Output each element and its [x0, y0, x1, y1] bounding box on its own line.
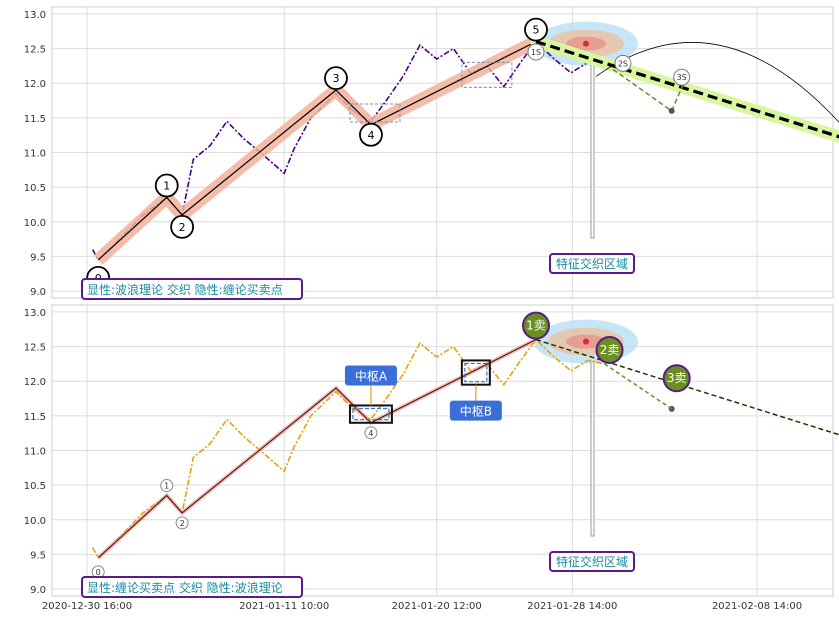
caption-box [81, 576, 303, 598]
sell-point-marker [595, 336, 624, 365]
panel-caption: 显性:缠论买卖点 交织 隐性:波浪理论 [87, 580, 283, 595]
y-tick-label: 11.0 [24, 149, 46, 160]
zone-label: 特征交织区域 [556, 554, 628, 569]
top-panel: 9.09.510.010.511.011.512.012.513.0012345… [24, 6, 839, 300]
bottom-panel: 9.0 9.5 10.0 10.5 11.0 11.5 12.0 12.5 13.0 0 1 2 4 中枢… [24, 304, 839, 598]
forecast-label: 3S [677, 73, 687, 82]
y-tick-label: 9.0 [30, 287, 46, 298]
x-axis: 2020-12-30 16:00 2021-01-11 10:00 2021-01-… [42, 601, 802, 612]
zone-label: 特征交织区域 [556, 256, 628, 271]
y-tick-label: 12.5 [24, 343, 46, 354]
x-tick-label: 2021-01-20 12:00 [392, 601, 482, 612]
forecast-label-circle [673, 68, 691, 86]
sell-point-marker [521, 311, 550, 340]
y-tick-label: 13.0 [24, 308, 46, 319]
forecast-label: 1S [531, 48, 541, 57]
x-tick-label: 2020-12-30 16:00 [42, 601, 132, 612]
forecast-path [612, 68, 685, 113]
zone-label-box [548, 253, 635, 274]
y-tick-label: 10.0 [24, 516, 46, 527]
y-tick-label: 12.0 [24, 377, 46, 388]
forecast-label: 2S [618, 59, 628, 68]
x-tick-label: 2021-02-08 14:00 [712, 601, 802, 612]
y-tick-label: 12.5 [24, 45, 46, 56]
forecast-label-circle [527, 43, 545, 61]
sell-point-label: 2卖 [600, 343, 620, 357]
wave-line [97, 339, 537, 559]
y-tick-label: 9.0 [30, 585, 46, 596]
wave-label-small: 1 [164, 482, 169, 491]
y-tick-label: 11.0 [24, 447, 46, 458]
y-tick-label: 9.5 [30, 550, 46, 561]
y-tick-label: 11.5 [24, 114, 46, 125]
sub-box [349, 103, 401, 123]
sub-box [461, 61, 513, 88]
wave-label: 2 [179, 221, 186, 234]
forecast-line [535, 40, 839, 139]
wave-label-circle-small [160, 479, 174, 493]
wave-label: 1 [163, 180, 170, 193]
wave-label-circle [154, 173, 179, 198]
y-tick-label: 9.5 [30, 252, 46, 263]
y-tick-label: 10.5 [24, 481, 46, 492]
y-tick-label: 12.0 [24, 79, 46, 90]
y-tick-label: 13.0 [24, 10, 46, 21]
pivot-label: 中枢A [355, 368, 388, 383]
pivot-inner-box [464, 362, 488, 383]
forecast-label-circle [614, 54, 632, 72]
wave-label-circle [324, 66, 348, 91]
sell-point-label: 3卖 [667, 371, 687, 385]
wave-label-small: 2 [180, 519, 185, 528]
wave-label-circle [170, 214, 195, 239]
wave-label: 4 [367, 129, 374, 142]
pivot-label-bg [449, 400, 502, 421]
wave-label-circle [524, 17, 548, 42]
wave-line [97, 41, 537, 261]
y-tick-label: 10.5 [24, 183, 46, 194]
wave-label-small: 4 [368, 429, 373, 438]
y-tick-label: 10.0 [24, 218, 46, 229]
y-tick-label: 11.5 [24, 412, 46, 423]
wave-label-circle [359, 122, 383, 147]
panel-caption: 显性:波浪理论 交织 隐性:缠论买卖点 [87, 282, 283, 297]
zone-center-dot [582, 338, 589, 345]
wave-label-circle-small [364, 426, 378, 440]
wave-label-circle-small [175, 516, 189, 530]
caption-box [81, 278, 303, 300]
x-tick-label: 2021-01-11 10:00 [239, 601, 329, 612]
zone-arrow-shaft [590, 61, 595, 239]
wave-label-small: 0 [96, 568, 101, 577]
forecast-dot [668, 107, 675, 114]
sell-point-label: 1卖 [526, 319, 546, 333]
zone-center-dot [582, 40, 589, 47]
wave-label: 5 [532, 24, 539, 37]
pivot-label-bg [344, 365, 397, 386]
zone-label-box [548, 551, 635, 572]
zone-arrow-shaft [590, 359, 595, 537]
wave-label: 3 [332, 72, 339, 85]
pivot-label: 中枢B [460, 404, 492, 419]
sell-point-marker [662, 364, 691, 393]
x-tick-label: 2021-01-28 14:00 [527, 601, 617, 612]
forecast-arc [595, 42, 839, 123]
